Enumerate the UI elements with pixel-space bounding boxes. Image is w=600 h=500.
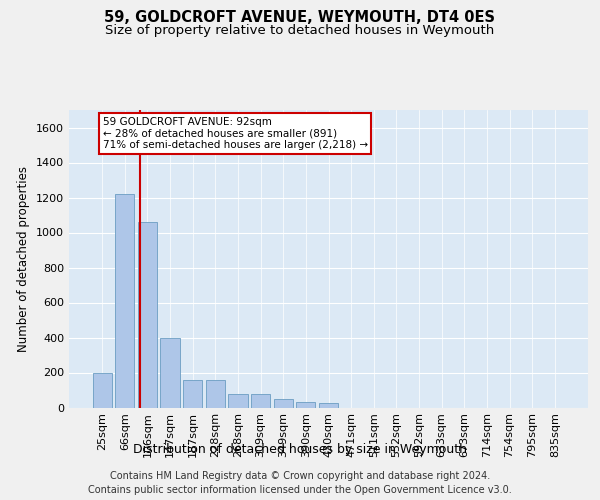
Text: Size of property relative to detached houses in Weymouth: Size of property relative to detached ho…	[106, 24, 494, 37]
Bar	[92, 372, 112, 408]
Text: 59 GOLDCROFT AVENUE: 92sqm
← 28% of detached houses are smaller (891)
71% of sem: 59 GOLDCROFT AVENUE: 92sqm ← 28% of deta…	[103, 117, 368, 150]
Bar	[229, 394, 248, 407]
Bar	[160, 338, 180, 407]
Bar	[296, 402, 316, 407]
Bar	[206, 380, 225, 407]
Text: Distribution of detached houses by size in Weymouth: Distribution of detached houses by size …	[133, 442, 467, 456]
Text: Contains HM Land Registry data © Crown copyright and database right 2024.: Contains HM Land Registry data © Crown c…	[110, 471, 490, 481]
Bar	[251, 394, 270, 407]
Bar	[319, 403, 338, 407]
Y-axis label: Number of detached properties: Number of detached properties	[17, 166, 31, 352]
Text: 59, GOLDCROFT AVENUE, WEYMOUTH, DT4 0ES: 59, GOLDCROFT AVENUE, WEYMOUTH, DT4 0ES	[104, 10, 496, 25]
Bar	[183, 380, 202, 407]
Text: Contains public sector information licensed under the Open Government Licence v3: Contains public sector information licen…	[88, 485, 512, 495]
Bar	[274, 399, 293, 407]
Bar	[138, 222, 157, 408]
Bar	[115, 194, 134, 408]
